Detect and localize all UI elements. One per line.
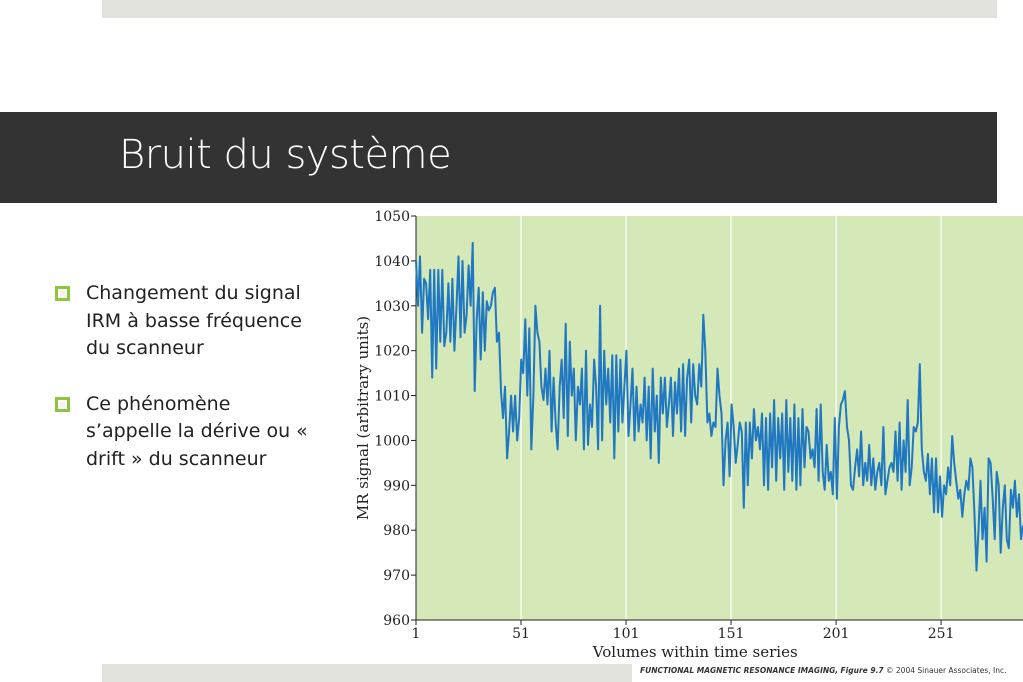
series-line [415, 241, 1023, 572]
x-axis-label: Volumes within time series [592, 643, 798, 661]
plot-background [416, 216, 1023, 620]
slide-title: Bruit du système [119, 132, 452, 178]
bullet-item-drift-definition: Changement du signal IRM à basse fréquen… [55, 280, 310, 363]
square-bullet-icon [55, 286, 70, 301]
x-tick-label: 101 [613, 626, 640, 642]
bottom-decor-band [102, 664, 632, 682]
bullet-text: Ce phénomène s’appelle la dérive ou « dr… [86, 392, 308, 470]
y-tick-label: 1040 [374, 254, 410, 270]
x-tick-labels: 1 51 101 151 201 251 [412, 620, 955, 642]
y-tick-label: 1020 [374, 344, 410, 360]
y-tick-label: 960 [383, 613, 410, 629]
x-tick-label: 1 [412, 626, 421, 642]
y-tick-label: 1030 [374, 299, 410, 315]
credit-copyright: © 2004 Sinauer Associates, Inc. [886, 666, 1007, 675]
y-tick-label: 1050 [374, 209, 410, 225]
credit-figure: Figure 9.7 [840, 666, 884, 675]
square-bullet-icon [55, 396, 70, 412]
credit-book-title: FUNCTIONAL MAGNETIC RESONANCE IMAGING, [640, 666, 839, 675]
x-tick-label: 251 [928, 626, 955, 642]
y-tick-label: 970 [383, 568, 410, 584]
y-tick-labels: 960 970 980 990 1000 1010 1020 1030 1040 1050 [374, 209, 416, 629]
y-tick-label: 1010 [374, 389, 410, 405]
y-axis-label: MR signal (arbitrary units) [354, 316, 372, 520]
title-band [0, 112, 997, 203]
bullet-item-drift-name: Ce phénomène s’appelle la dérive ou « dr… [55, 391, 310, 474]
y-tick-label: 980 [383, 523, 410, 539]
y-tick-label: 1000 [374, 433, 410, 449]
x-tick-label: 201 [823, 626, 850, 642]
x-tick-label: 51 [512, 626, 530, 642]
bullet-list: Changement du signal IRM à basse fréquen… [55, 280, 310, 501]
figure-credit: FUNCTIONAL MAGNETIC RESONANCE IMAGING, F… [640, 666, 1006, 675]
x-tick-label: 151 [718, 626, 745, 642]
y-tick-label: 990 [383, 478, 410, 494]
top-decor-band [102, 0, 997, 18]
bullet-text: Changement du signal IRM à basse fréquen… [86, 282, 302, 359]
